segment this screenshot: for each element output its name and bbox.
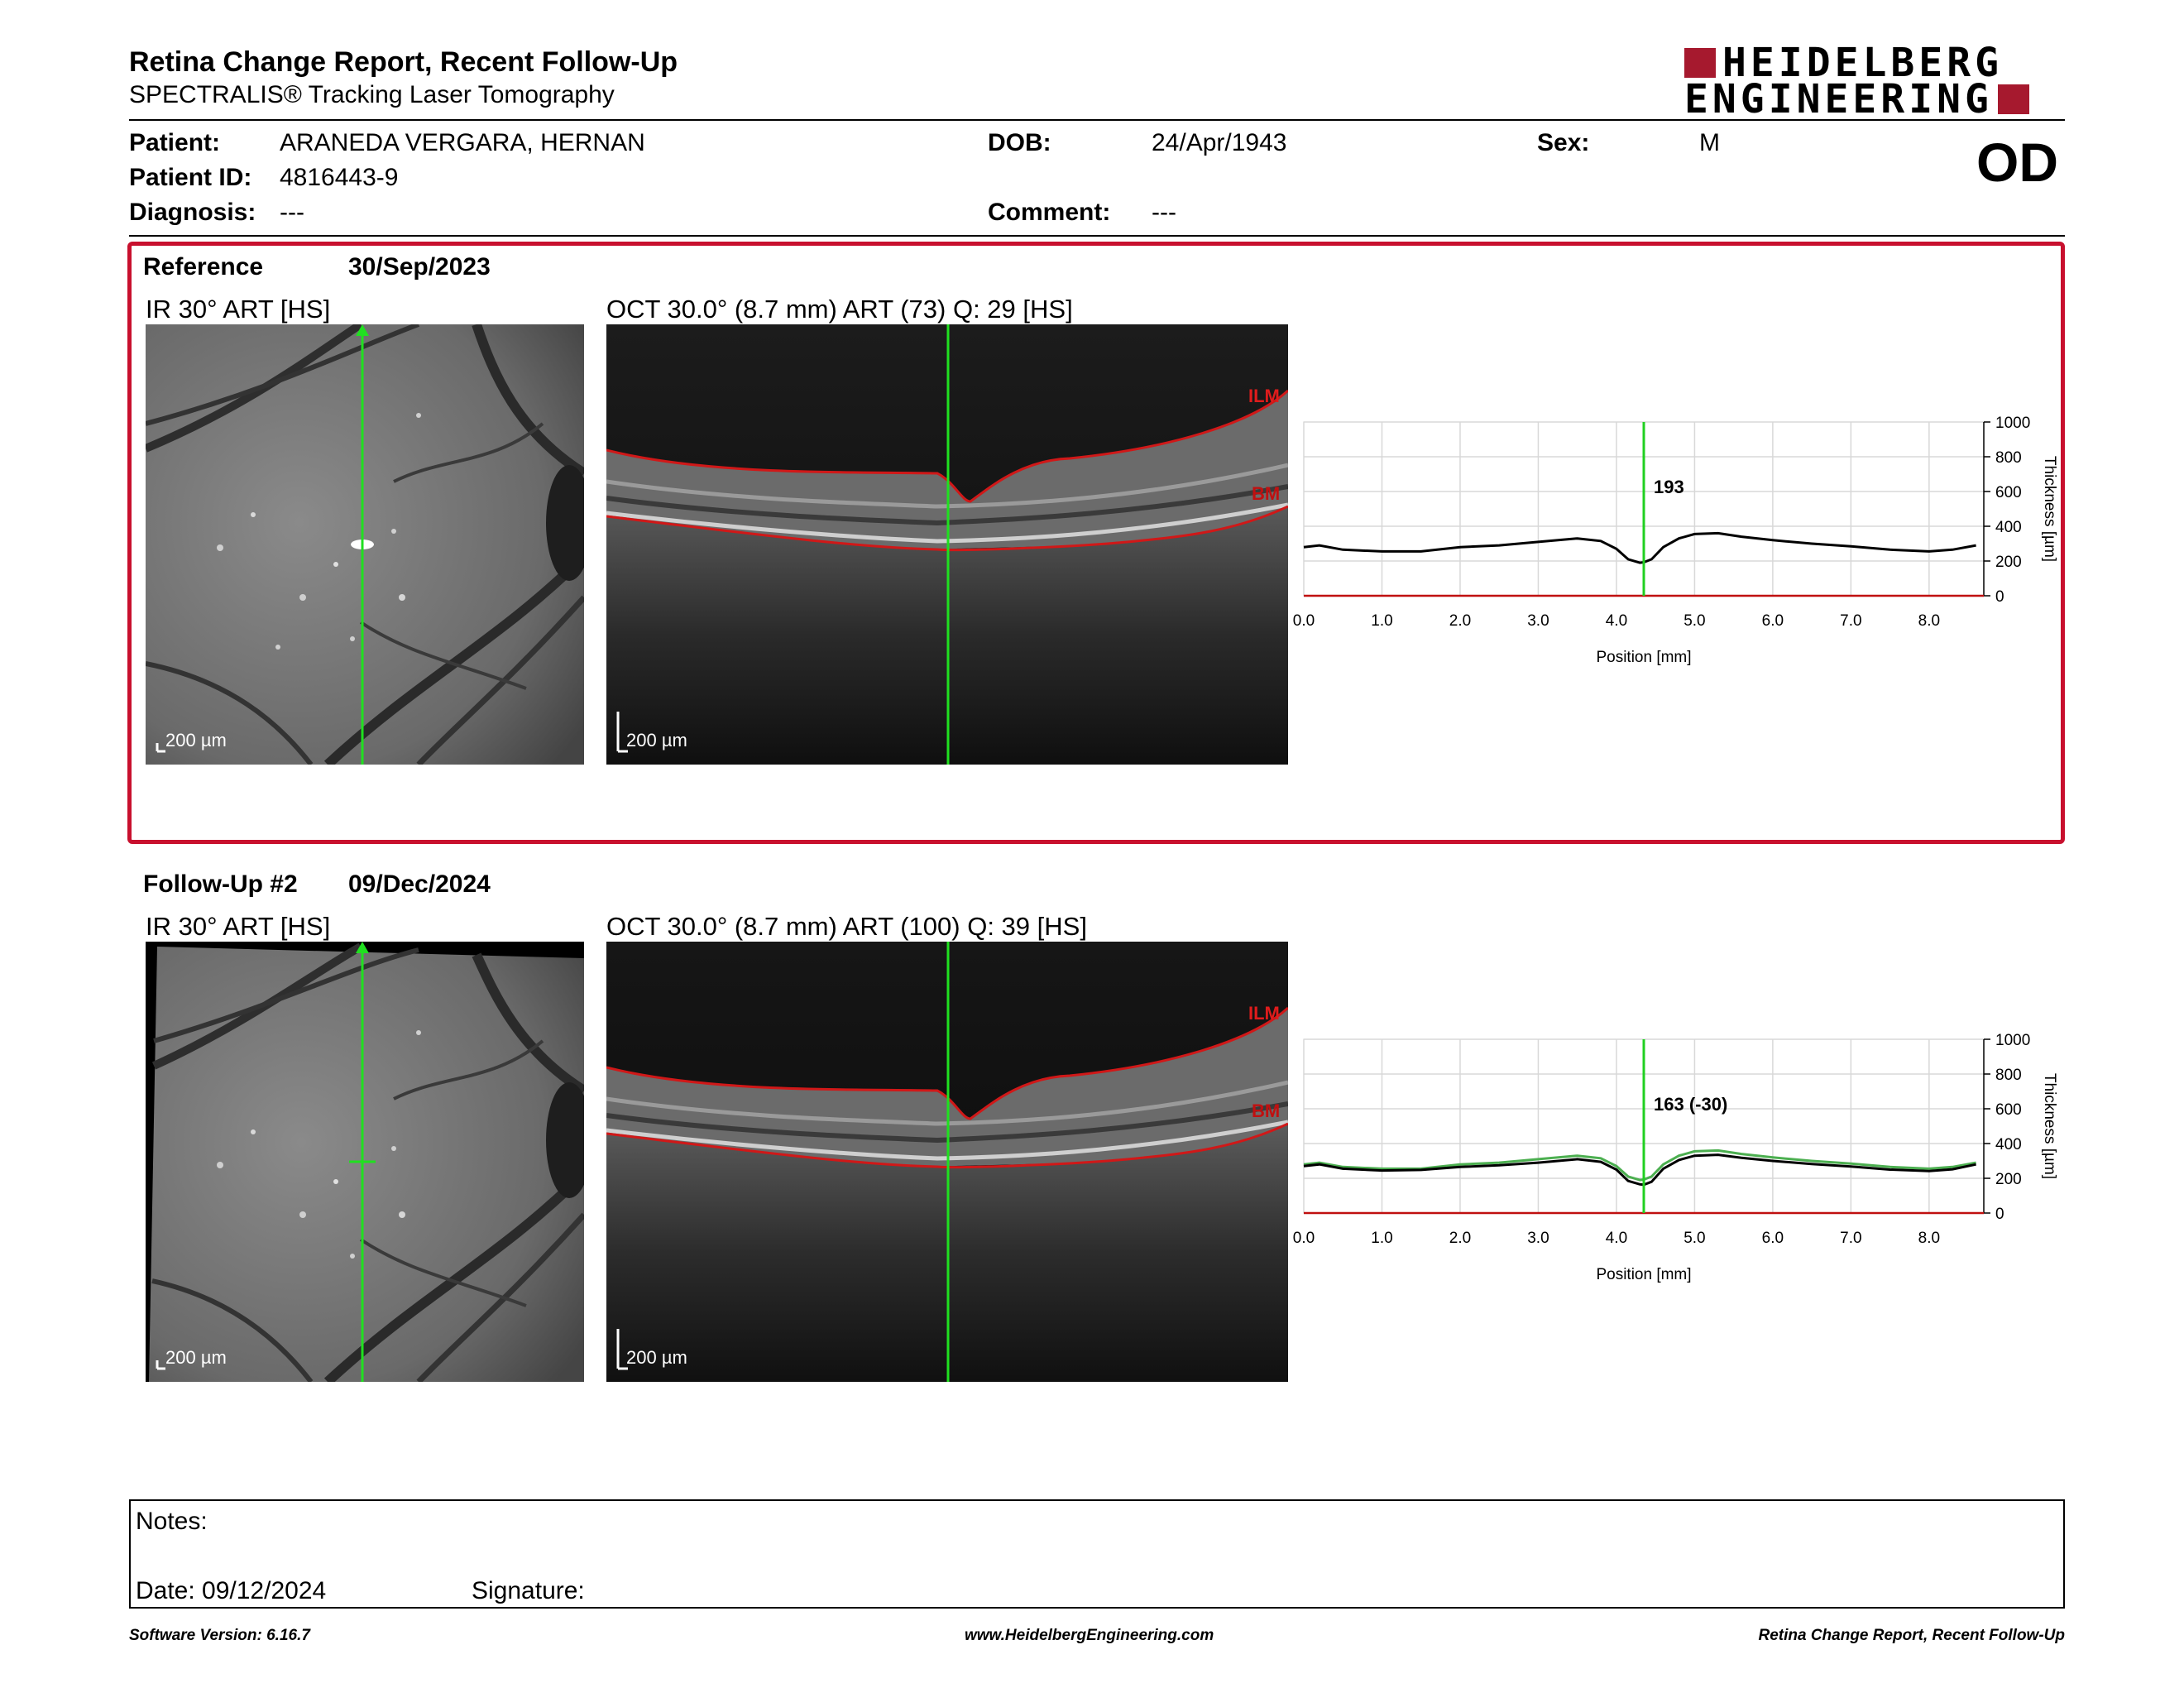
report-title: Retina Change Report, Recent Follow-Up [129, 46, 678, 78]
x-tick-label: 1.0 [1371, 1230, 1392, 1247]
followup-oct-title: OCT 30.0° (8.7 mm) ART (100) Q: 39 [HS] [606, 912, 1087, 941]
x-tick-label: 5.0 [1684, 612, 1705, 630]
y-tick-label: 1000 [1995, 415, 2030, 432]
reference-oct-title: OCT 30.0° (8.7 mm) ART (73) Q: 29 [HS] [606, 295, 1073, 324]
x-tick-label: 8.0 [1918, 612, 1940, 630]
y-tick-label: 200 [1995, 1171, 2022, 1188]
reference-fundus-graphic [146, 324, 584, 765]
diagnosis-label: Diagnosis: [129, 199, 256, 226]
x-tick-label: 5.0 [1684, 1230, 1705, 1247]
y-tick-label: 400 [1995, 1136, 2022, 1153]
followup-ilm-label: ILM [1248, 1003, 1280, 1024]
reference-ir-title: IR 30° ART [HS] [146, 295, 331, 324]
patient-label: Patient: [129, 129, 221, 156]
reference-date: 30/Sep/2023 [348, 253, 491, 281]
followup-ir-image: 200 µm [146, 942, 584, 1382]
x-axis-label: Position [mm] [1596, 1266, 1691, 1283]
diagnosis-value: --- [280, 199, 304, 226]
reference-ilm-label: ILM [1248, 386, 1280, 406]
signature-label: Signature: [472, 1577, 585, 1604]
logo-square-icon [1684, 48, 1716, 78]
logo-line-1: HEIDELBERG [1722, 40, 2003, 86]
x-tick-label: 3.0 [1527, 1230, 1549, 1247]
followup-oct-image: ILM BM 200 µm [606, 942, 1288, 1382]
report-subtitle: SPECTRALIS® Tracking Laser Tomography [129, 81, 615, 108]
patient-name: ARANEDA VERGARA, HERNAN [280, 129, 645, 156]
footer-report-name: Retina Change Report, Recent Follow-Up [1758, 1627, 2065, 1644]
x-tick-label: 2.0 [1449, 1230, 1471, 1247]
x-tick-label: 4.0 [1606, 612, 1627, 630]
x-tick-label: 1.0 [1371, 612, 1392, 630]
followup-label: Follow-Up #2 [143, 870, 298, 898]
x-tick-label: 0.0 [1293, 612, 1315, 630]
patient-id-label: Patient ID: [129, 164, 252, 191]
followup-oct-scale: 200 µm [626, 1347, 687, 1368]
notes-label: Notes: [136, 1508, 208, 1535]
followup-oct-graphic [606, 942, 1288, 1382]
x-tick-label: 7.0 [1840, 1230, 1861, 1247]
x-tick-label: 0.0 [1293, 1230, 1315, 1247]
reference-ir-image: 200 µm [146, 324, 584, 765]
y-tick-label: 400 [1995, 519, 2022, 536]
footer-software-version: Software Version: 6.16.7 [129, 1627, 310, 1644]
followup-bm-label: BM [1252, 1101, 1281, 1121]
footer-website-link[interactable]: www.HeidelbergEngineering.com [965, 1627, 1214, 1644]
y-tick-label: 800 [1995, 1067, 2022, 1084]
sex-label: Sex: [1537, 129, 1590, 156]
header-divider [129, 119, 2065, 121]
x-tick-label: 6.0 [1762, 612, 1784, 630]
y-tick-label: 0 [1995, 1206, 2004, 1223]
comment-value: --- [1152, 199, 1176, 226]
followup-ir-scale: 200 µm [165, 1347, 227, 1368]
marker-thickness-value: 163 (-30) [1654, 1094, 1727, 1115]
followup-thickness-chart: 0.0 1.0 2.0 3.0 4.0 5.0 6.0 7.0 8.0 0 200 400 600 800… [1293, 1032, 2058, 1283]
dob-label: DOB: [988, 129, 1051, 156]
reference-oct-graphic [606, 324, 1288, 765]
x-tick-label: 4.0 [1606, 1230, 1627, 1247]
eye-laterality: OD [1976, 132, 2058, 193]
y-tick-label: 1000 [1995, 1032, 2030, 1049]
patient-id-value: 4816443-9 [280, 164, 399, 191]
x-tick-label: 3.0 [1527, 612, 1549, 630]
y-tick-label: 200 [1995, 554, 2022, 571]
x-axis-label: Position [mm] [1596, 649, 1691, 666]
y-tick-label: 800 [1995, 449, 2022, 467]
reference-label: Reference [143, 253, 264, 281]
patient-divider [129, 235, 2065, 237]
y-axis-label: Thickness [µm] [2041, 456, 2058, 562]
x-tick-label: 7.0 [1840, 612, 1861, 630]
notes-date: Date: 09/12/2024 [136, 1577, 327, 1604]
logo-square-icon [1997, 84, 2029, 114]
dob-value: 24/Apr/1943 [1152, 129, 1287, 156]
reference-thickness-chart: 0.0 1.0 2.0 3.0 4.0 5.0 6.0 7.0 8.0 0 200 400 600 800… [1293, 415, 2058, 666]
reference-oct-scale: 200 µm [626, 730, 687, 750]
reference-oct-image: ILM BM 200 µm [606, 324, 1288, 765]
marker-thickness-value: 193 [1654, 477, 1684, 497]
y-tick-label: 600 [1995, 484, 2022, 501]
x-tick-label: 2.0 [1449, 612, 1471, 630]
reference-ir-scale: 200 µm [165, 730, 227, 750]
x-tick-label: 8.0 [1918, 1230, 1940, 1247]
logo-line-2: ENGINEERING [1684, 76, 1993, 122]
y-tick-label: 600 [1995, 1101, 2022, 1119]
reference-bm-label: BM [1252, 483, 1281, 504]
notes-box: Notes: Date: 09/12/2024 Signature: [129, 1499, 2065, 1609]
x-tick-label: 6.0 [1762, 1230, 1784, 1247]
followup-fundus-graphic [149, 942, 584, 1382]
y-axis-label: Thickness [µm] [2041, 1073, 2058, 1179]
sex-value: M [1699, 129, 1720, 156]
followup-ir-title: IR 30° ART [HS] [146, 912, 331, 941]
followup-date: 09/Dec/2024 [348, 870, 491, 898]
y-tick-label: 0 [1995, 588, 2004, 606]
comment-label: Comment: [988, 199, 1111, 226]
reference-highlight-box [127, 242, 2065, 844]
